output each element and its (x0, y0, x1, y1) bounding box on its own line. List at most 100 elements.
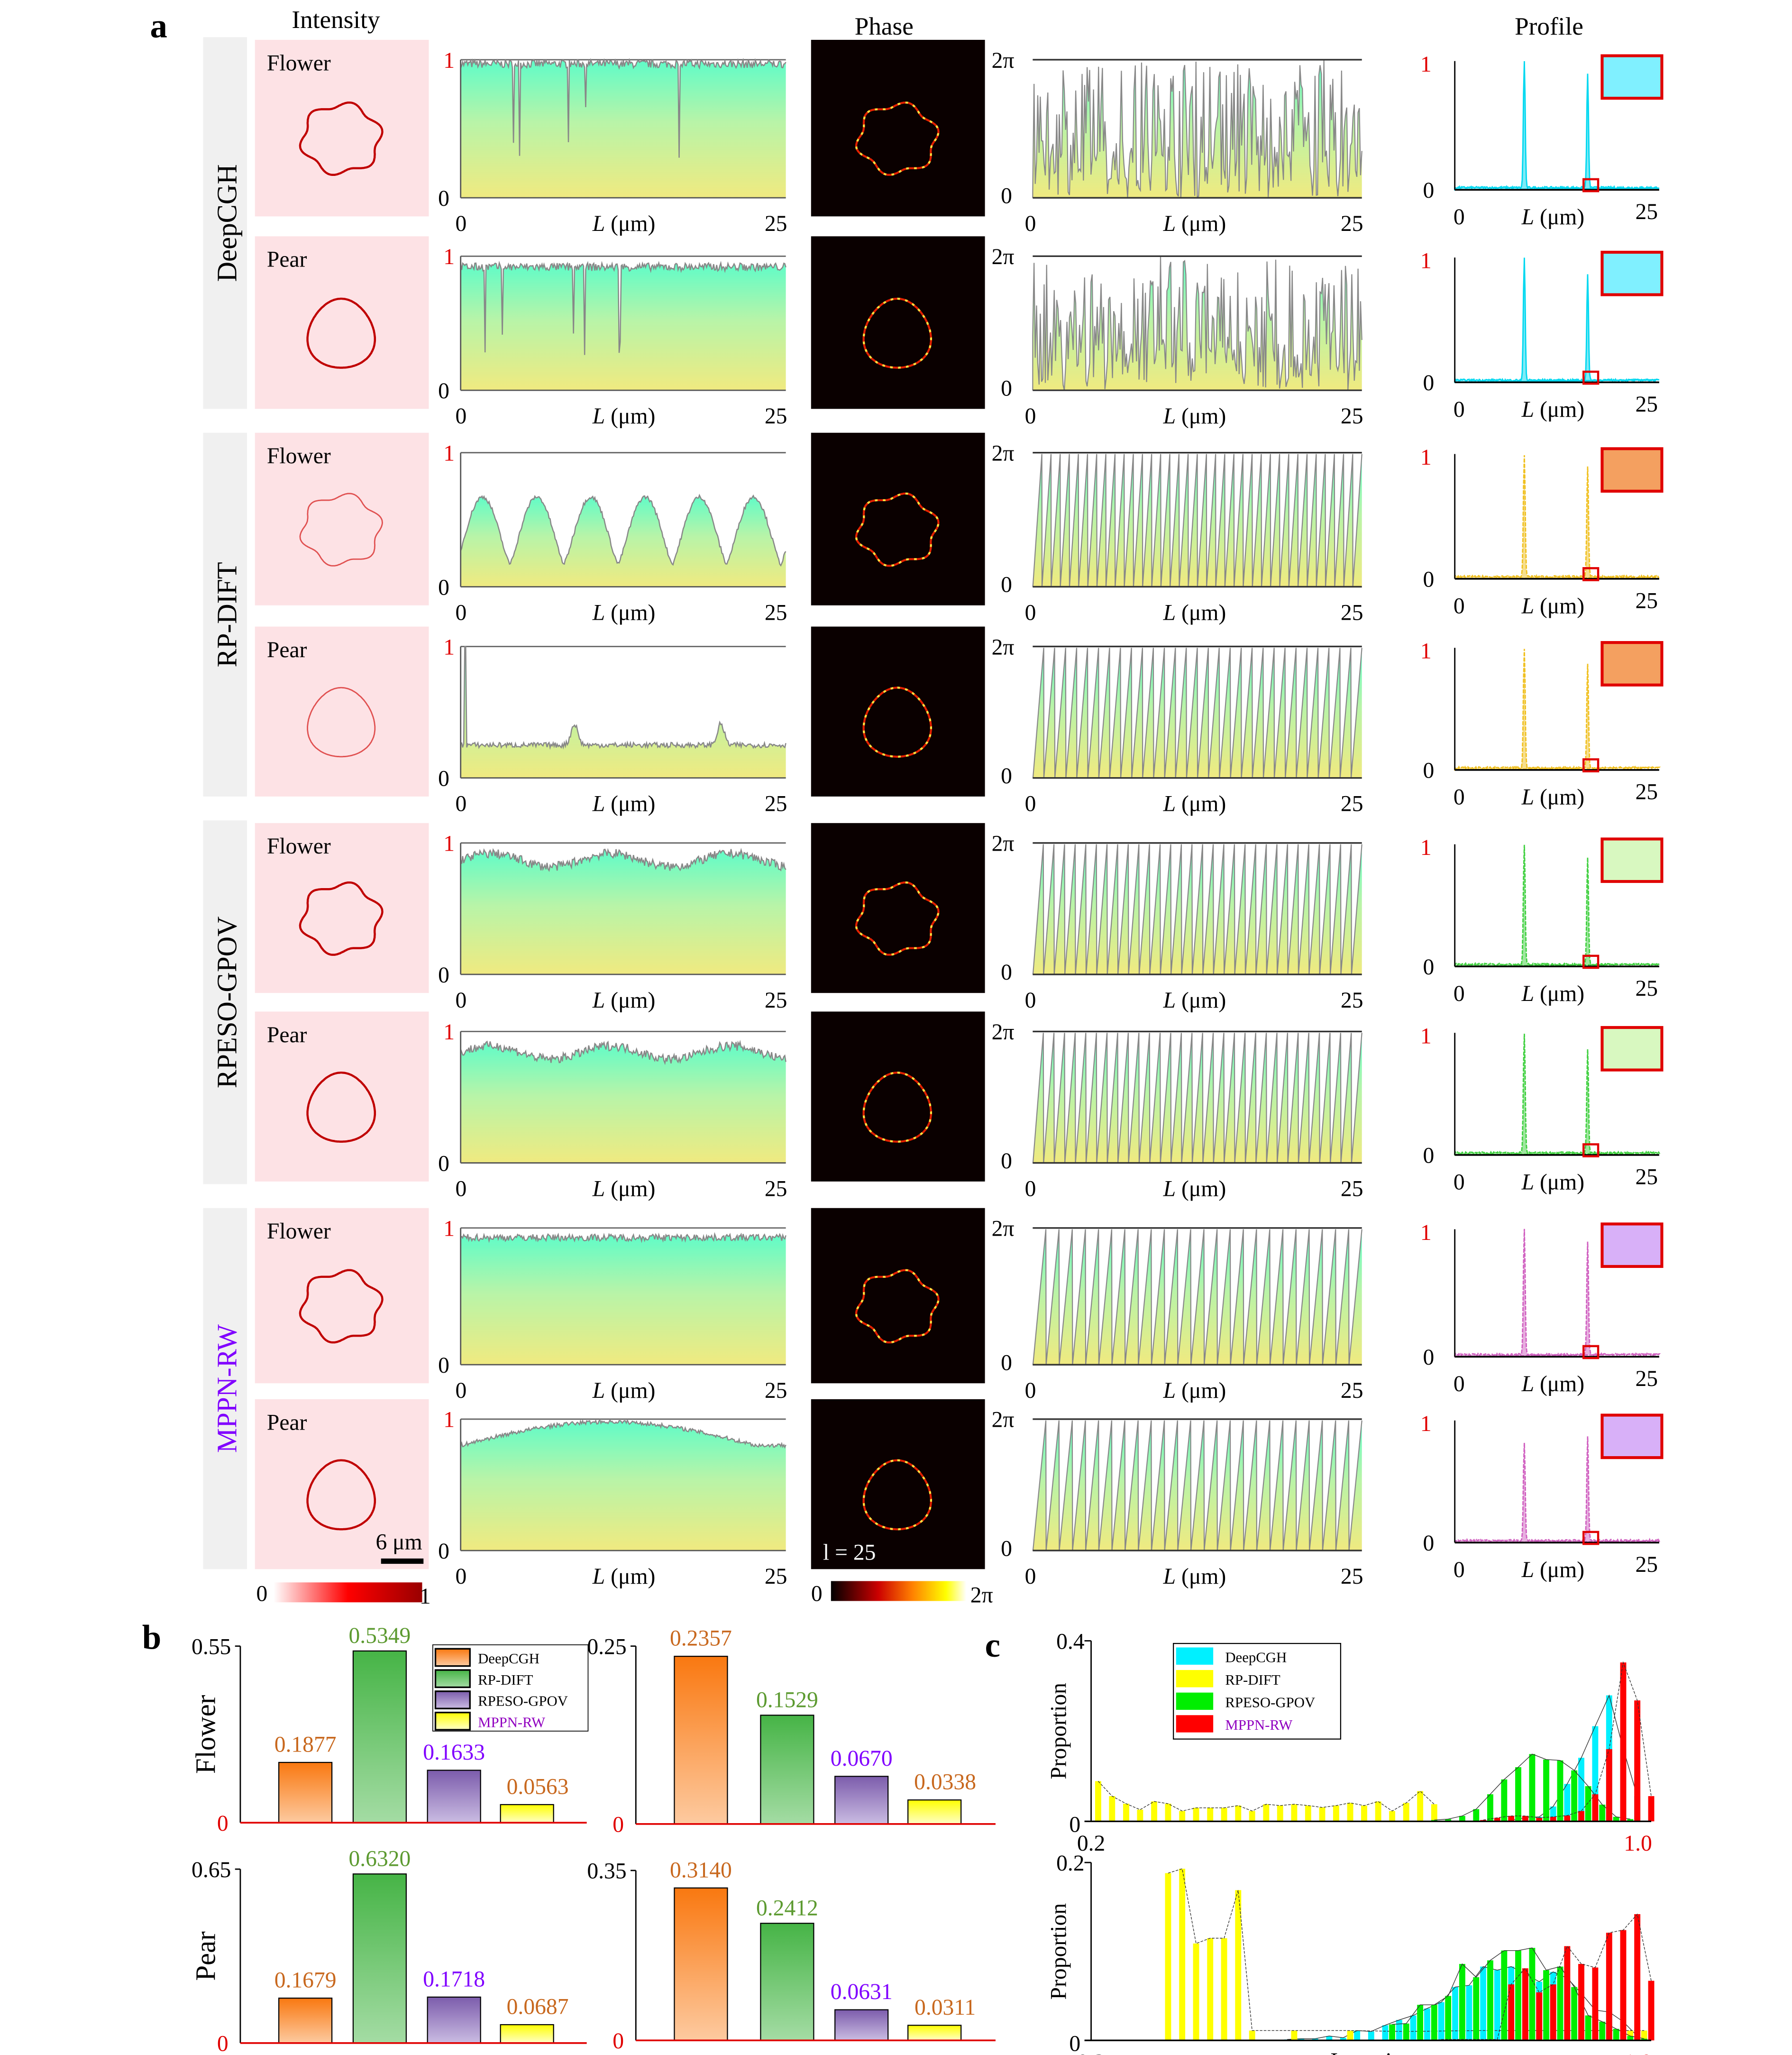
zoom-region-box (1582, 370, 1600, 385)
phase-profile-area (1033, 60, 1362, 198)
phase-profile-plot: 2π 00 25 L (μm) (992, 1408, 1363, 1589)
phase-profile-area (1033, 1033, 1362, 1163)
histogram-bar (1641, 2030, 1647, 2041)
histogram-bar (1165, 1804, 1171, 1822)
histogram-bar (1179, 1811, 1186, 1822)
histogram-bar (1347, 2030, 1353, 2041)
y-max-label: 1 (443, 1020, 455, 1045)
y-min-label: 0 (1001, 764, 1012, 789)
y-max-label: 2π (992, 441, 1015, 466)
series-envelope-line (1441, 1913, 1652, 2040)
flower-outline (299, 493, 383, 567)
xlabel-unit: (μm) (1534, 785, 1584, 810)
bar-value-label: 0.6320 (348, 1846, 411, 1871)
histogram-bar (1452, 1987, 1458, 2041)
xlabel-unit: (μm) (1176, 1177, 1226, 1202)
histogram-bar (1613, 2028, 1619, 2041)
histogram-bar (1403, 2023, 1409, 2041)
method-name: RPESO-GPOV (212, 917, 243, 1089)
bar-deepcgh (674, 1887, 728, 2041)
beam-profile-plot: 1 00 25 L (μm) (1420, 639, 1664, 810)
x-min-label: 0 (1454, 1170, 1465, 1195)
y-max-label: 2π (992, 245, 1015, 269)
histogram-bar (1480, 1966, 1487, 2041)
histogram-bar (1403, 1803, 1409, 1822)
histogram-bar (1326, 2036, 1333, 2041)
histogram-bar (1137, 1809, 1143, 1822)
colorbars: 0 1 0 2π (256, 1581, 993, 1609)
histogram-bar (1095, 1781, 1101, 1822)
y-max-label: 1 (443, 1217, 455, 1241)
xlabel-variable: L (1163, 1378, 1176, 1403)
histogram-bar (1634, 1700, 1641, 1822)
y-max-tick: 0.4 (1056, 1629, 1085, 1654)
x-max-label: 25 (765, 1378, 787, 1403)
x-min-label: 0 (455, 1378, 466, 1403)
histogram-bar (1305, 1805, 1311, 1822)
histogram-bar (1522, 1816, 1528, 1822)
bar-rp-dift (760, 1715, 814, 1825)
x-max-label: 25 (765, 988, 787, 1013)
bar-value-label: 0.2412 (756, 1896, 818, 1920)
xlabel-variable: L (1163, 600, 1176, 625)
histogram-bar (1473, 1809, 1480, 1822)
histogram-bar (1207, 1938, 1214, 2041)
histogram-bar (1599, 2021, 1606, 2041)
phase-profile-plot: 2π 00 25 L (μm) (992, 441, 1363, 625)
histogram-bar (1592, 1967, 1599, 2041)
histogram-bar (1333, 1805, 1339, 1822)
beam-profile-plot: 1 00 25 L (μm) (1420, 1024, 1664, 1195)
histogram-bar (1557, 1760, 1563, 1822)
y-min-label: 0 (438, 186, 449, 211)
intensity-profile-line (460, 260, 786, 355)
y-max-label: 2π (992, 1408, 1015, 1432)
bar-value-label: 0.1679 (274, 1968, 337, 1993)
histogram-bar (1557, 1966, 1563, 2041)
series-envelope-line (1168, 1868, 1645, 2032)
bar-deepcgh (674, 1656, 728, 1825)
histogram-bar (1515, 1950, 1521, 2041)
histogram-bar (1445, 1996, 1452, 2041)
xlabel-unit: (μm) (1534, 1170, 1584, 1195)
intensity-profile-line (460, 494, 786, 567)
histogram-bar (1277, 1805, 1283, 1822)
x-max-label: 25 (1635, 976, 1658, 1001)
y-max-label: 1 (1420, 52, 1432, 77)
x-min-label: 0 (455, 988, 466, 1013)
xlabel-variable: L (1163, 211, 1176, 236)
intensity-profile-area (460, 1041, 786, 1163)
flower-outline (299, 1269, 384, 1344)
zoom-region-box (1582, 178, 1600, 193)
x-axis-label: L (μm) (1163, 1177, 1226, 1202)
histogram-bar (1585, 2015, 1591, 2041)
histogram-bar (1109, 1796, 1115, 1822)
xlabel-unit: (μm) (1176, 1378, 1226, 1403)
phase-profile-plot: 2π 00 25 L (μm) (992, 832, 1363, 1013)
histogram-bar (1501, 1950, 1508, 2041)
shape-label: Pear (267, 1410, 307, 1435)
y-min-label: 0 (1423, 955, 1434, 980)
x-min-tick: 0.2 (1077, 2050, 1105, 2055)
x-axis-label: STD (786, 2054, 829, 2055)
bar-value-label: 0.1529 (756, 1688, 818, 1713)
xlabel-unit: (μm) (605, 404, 655, 429)
x-max-label: 25 (1341, 600, 1363, 625)
x-max-label: 25 (765, 792, 787, 816)
x-max-label: 25 (1341, 1378, 1363, 1403)
legend-c: DeepCGH RP-DIFT RPESO-GPOV MPPN-RW (1173, 1642, 1342, 1740)
x-min-label: 0 (1454, 594, 1465, 618)
intensity-profile-plot: 1 00 25 L (μm) (438, 832, 787, 1013)
y-max-label: 1 (1420, 445, 1432, 470)
x-axis-label: L (μm) (1521, 1558, 1585, 1582)
xlabel-unit: (μm) (605, 988, 655, 1013)
histogram-bar (1417, 2005, 1424, 2041)
histogram-bar (1550, 1984, 1556, 2041)
xlabel-variable: L (1521, 205, 1534, 229)
zoom-region-box (1582, 567, 1600, 581)
intensity-image: Flower (255, 39, 429, 217)
legend-swatch (1176, 1670, 1214, 1688)
bar-mppn-rw (500, 1804, 554, 1824)
topological-charge: l = 25 (823, 1541, 876, 1565)
xlabel-variable: L (1521, 1558, 1534, 1582)
